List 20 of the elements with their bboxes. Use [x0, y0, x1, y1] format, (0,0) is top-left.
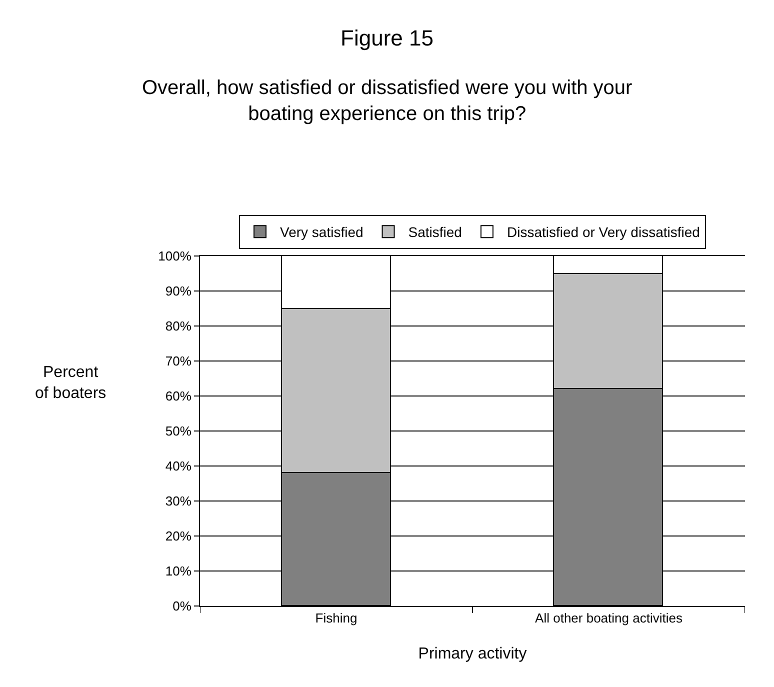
y-tick-label: 10% [165, 564, 192, 579]
x-tick-label: All other boating activities [535, 610, 683, 626]
y-tick-label: 70% [165, 354, 192, 369]
y-tick-label: 60% [165, 388, 192, 404]
legend-label: Very satisfied [280, 224, 364, 240]
y-tick-label: 40% [165, 458, 192, 474]
y-tick-label: 90% [165, 284, 192, 299]
y-tick-label: 50% [165, 424, 192, 439]
chart-subtitle: Overall, how satisfied or dissatisfied were you with your boating experience on this trip? [142, 77, 633, 125]
x-axis-title: Primary activity [418, 645, 527, 662]
legend-label: Satisfied [408, 224, 462, 240]
y-tick-label: 80% [165, 318, 192, 334]
y-tick-label: 20% [165, 528, 192, 544]
x-tick-label: Fishing [315, 610, 358, 626]
y-tick-label: 100% [158, 248, 192, 264]
y-axis-title: Percent of boaters [35, 364, 106, 402]
y-tick-label: 30% [165, 494, 192, 509]
y-tick-label: 0% [172, 598, 192, 614]
legend-label: Dissatisfied or Very dissatisfied [506, 224, 700, 240]
chart-title: Figure 15 [340, 25, 434, 50]
